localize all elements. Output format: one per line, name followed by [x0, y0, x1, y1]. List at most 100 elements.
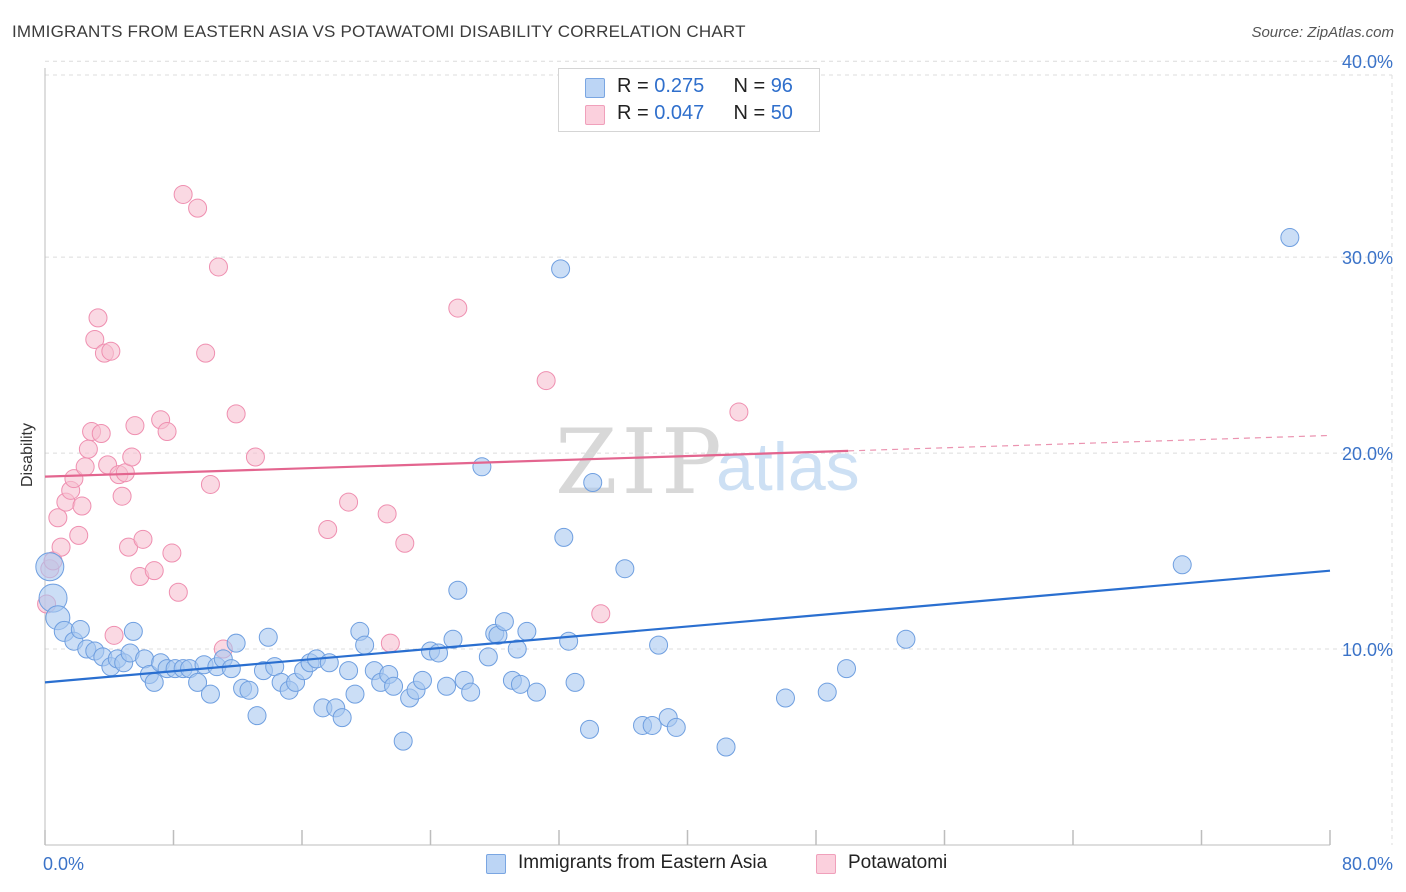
- eastern-asia-trend-line: [44, 569, 1331, 684]
- eastern-asia-point: [472, 457, 492, 477]
- tick-labels: 10.0% 20.0% 30.0% 40.0% 0.0% 80.0%: [43, 52, 1393, 874]
- correlation-legend: R = 0.275 N = 96 R = 0.047 N = 50: [558, 68, 820, 132]
- eastern-asia-point: [339, 661, 359, 681]
- bottom-legend-label: Potawatomi: [848, 852, 948, 873]
- eastern-asia-point: [1172, 555, 1192, 575]
- potawatomi-point: [448, 298, 468, 318]
- potawatomi-point: [157, 422, 177, 442]
- potawatomi-point: [72, 496, 92, 516]
- potawatomi-point: [168, 582, 188, 602]
- potawatomi-point: [122, 447, 142, 467]
- eastern-asia-point: [247, 706, 267, 726]
- eastern-asia-point: [554, 527, 574, 547]
- potawatomi-point: [119, 537, 139, 557]
- y-tick-label: 40.0%: [1342, 52, 1393, 72]
- potawatomi-point: [64, 469, 84, 489]
- potawatomi-point: [85, 329, 105, 349]
- eastern-asia-point: [355, 635, 375, 655]
- eastern-asia-point: [239, 680, 259, 700]
- gridlines: [45, 60, 1393, 845]
- potawatomi-point: [380, 633, 400, 653]
- eastern-asia-point: [642, 715, 662, 735]
- legend-n-label: N =: [733, 75, 771, 97]
- eastern-asia-point: [443, 629, 463, 649]
- potawatomi-point: [196, 343, 216, 363]
- potawatomi-trend-line-extension: [848, 434, 1331, 452]
- eastern-asia-point: [144, 672, 164, 692]
- eastern-asia-point: [332, 708, 352, 728]
- eastern-asia-point: [478, 647, 498, 667]
- bottom-legend-label: Immigrants from Eastern Asia: [518, 852, 768, 873]
- x-tick-label: 80.0%: [1342, 854, 1393, 874]
- potawatomi-point: [125, 416, 145, 436]
- potawatomi-point: [144, 561, 164, 581]
- potawatomi-point: [48, 508, 68, 528]
- eastern-asia-point: [649, 635, 669, 655]
- y-tick-label: 30.0%: [1342, 248, 1393, 268]
- potawatomi-point: [112, 486, 132, 506]
- eastern-asia-point: [565, 672, 585, 692]
- potawatomi-point: [91, 424, 111, 443]
- eastern-asia-point: [507, 639, 527, 659]
- eastern-asia-point: [559, 631, 579, 651]
- eastern-asia-point: [448, 580, 468, 600]
- potawatomi-point: [536, 371, 556, 391]
- potawatomi-point: [78, 439, 98, 459]
- eastern-asia-point: [494, 612, 514, 632]
- y-tick-label: 20.0%: [1342, 444, 1393, 464]
- legend-n-value: 50: [770, 102, 793, 124]
- potawatomi-point: [339, 492, 359, 512]
- potawatomi-point: [88, 308, 108, 328]
- eastern-asia-point: [461, 682, 481, 702]
- legend-r-value: 0.047: [654, 102, 705, 124]
- trend-lines: [44, 434, 1331, 684]
- potawatomi-point: [318, 520, 338, 540]
- potawatomi-point: [51, 537, 71, 557]
- eastern-asia-point: [817, 682, 837, 702]
- legend-swatch-blue: [585, 78, 605, 98]
- eastern-asia-point: [258, 627, 278, 647]
- potawatomi-point: [101, 341, 121, 361]
- bottom-legend-swatch-pink: [816, 854, 836, 874]
- y-axis-label: Disability: [19, 422, 36, 488]
- eastern-asia-point: [384, 676, 404, 696]
- eastern-asia-point: [35, 552, 65, 582]
- eastern-asia-point: [123, 621, 143, 641]
- legend-swatch-pink: [585, 105, 605, 125]
- eastern-asia-point: [837, 659, 857, 679]
- potawatomi-point: [395, 533, 415, 553]
- eastern-asia-point: [551, 259, 571, 279]
- eastern-asia-point: [615, 559, 635, 579]
- eastern-asia-point: [527, 682, 547, 702]
- watermark: ZIP atlas: [555, 410, 860, 515]
- chart-title: IMMIGRANTS FROM EASTERN ASIA VS POTAWATO…: [12, 22, 746, 41]
- eastern-asia-point: [1280, 228, 1300, 248]
- potawatomi-point: [69, 525, 89, 545]
- eastern-asia-point: [775, 688, 795, 708]
- eastern-asia-point: [200, 684, 220, 704]
- watermark-zip: ZIP: [555, 410, 726, 515]
- eastern-asia-point: [412, 670, 432, 690]
- potawatomi-point: [245, 447, 265, 467]
- eastern-asia-point: [517, 621, 537, 641]
- potawatomi-point: [377, 504, 397, 524]
- eastern-asia-point: [437, 676, 457, 696]
- potawatomi-point: [104, 625, 124, 645]
- eastern-asia-point: [393, 731, 413, 751]
- eastern-asia-point: [666, 717, 686, 737]
- eastern-asia-point: [226, 633, 246, 653]
- potawatomi-point: [729, 402, 749, 422]
- bottom-legend-swatch-blue: [486, 854, 506, 874]
- eastern-asia-point: [221, 659, 241, 679]
- eastern-asia-point: [896, 629, 916, 649]
- legend-r-label: R =: [617, 102, 655, 124]
- potawatomi-point: [188, 198, 208, 218]
- axes: [44, 68, 1331, 846]
- y-tick-label: 10.0%: [1342, 640, 1393, 660]
- x-tick-label: 0.0%: [43, 854, 84, 874]
- source-label: Source: ZipAtlas.com: [1251, 24, 1394, 41]
- eastern-asia-point: [70, 619, 90, 639]
- potawatomi-point: [200, 474, 220, 494]
- legend-r-label: R =: [617, 75, 655, 97]
